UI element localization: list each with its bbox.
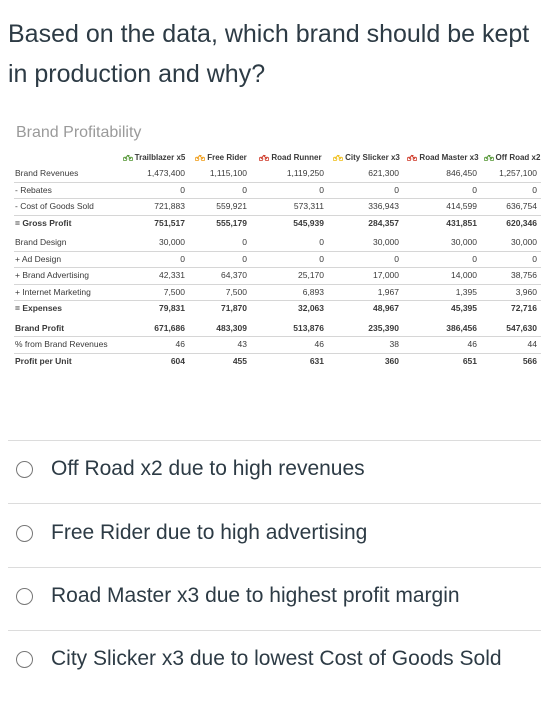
answer-option-1[interactable]: Off Road x2 due to high revenues [16,453,526,485]
bicycle-icon [333,154,344,161]
brand-header: Road Runner [252,148,329,166]
brand-header: Road Master x3 [404,148,482,166]
question-text: Based on the data, which brand should be… [8,20,530,88]
divider [8,567,541,568]
bicycle-icon [483,154,494,161]
brand-profitability-table: Trailblazer x5 Free Rider Road Runner Ci… [14,148,541,369]
answer-option-label[interactable]: Free Rider due to high advertising [51,521,368,544]
table-row: Profit per Unit 604 455 631 360 651 566 [15,355,537,366]
answer-option-label[interactable]: Off Road x2 due to high revenues [51,457,365,480]
divider [8,503,541,504]
table-row: + Internet Marketing 7,500 7,500 6,893 1… [14,284,541,301]
divider [8,630,541,631]
answer-option-4[interactable]: City Slicker x3 due to lowest Cost of Go… [16,643,526,675]
table-title: Brand Profitability [16,124,142,141]
bicycle-icon [259,154,270,161]
answer-option-3[interactable]: Road Master x3 due to highest profit mar… [16,580,526,612]
table-row: Brand Profit 671,686 483,309 513,876 235… [14,320,541,337]
table-header-row: Trailblazer x5 Free Rider Road Runner Ci… [14,148,541,166]
table-row: + Ad Design 0 0 0 0 0 0 [14,251,541,268]
answer-option-2[interactable]: Free Rider due to high advertising [16,517,526,549]
brand-header: Free Rider [190,148,252,166]
radio-button[interactable] [16,588,33,605]
table-row: = Gross Profit 751,517 555,179 545,939 2… [15,217,537,228]
table-row: + Brand Advertising 42,331 64,370 25,170… [14,267,541,285]
divider [8,440,541,441]
table-row: % from Brand Revenues 46 43 46 38 46 44 [14,336,541,354]
radio-button[interactable] [16,461,33,478]
brand-header: Off Road x2 [482,148,541,166]
bicycle-icon [407,154,418,161]
answer-option-label[interactable]: City Slicker x3 due to lowest Cost of Go… [51,647,502,670]
radio-button[interactable] [16,525,33,542]
answer-option-label[interactable]: Road Master x3 due to highest profit mar… [51,584,460,607]
table-row: Brand Revenues 1,473,400 1,115,100 1,119… [14,166,541,183]
table-row: - Rebates 0 0 0 0 0 0 [14,182,541,199]
table-row: Brand Design 30,000 0 0 30,000 30,000 30… [14,235,541,252]
table-row: = Expenses 79,831 71,870 32,063 48,967 4… [15,303,537,313]
brand-header: Trailblazer x5 [118,148,190,166]
radio-button[interactable] [16,651,33,668]
bicycle-icon [122,154,133,161]
table-row: - Cost of Goods Sold 721,883 559,921 573… [14,198,541,216]
bicycle-icon [195,154,206,161]
brand-header: City Slicker x3 [329,148,404,166]
